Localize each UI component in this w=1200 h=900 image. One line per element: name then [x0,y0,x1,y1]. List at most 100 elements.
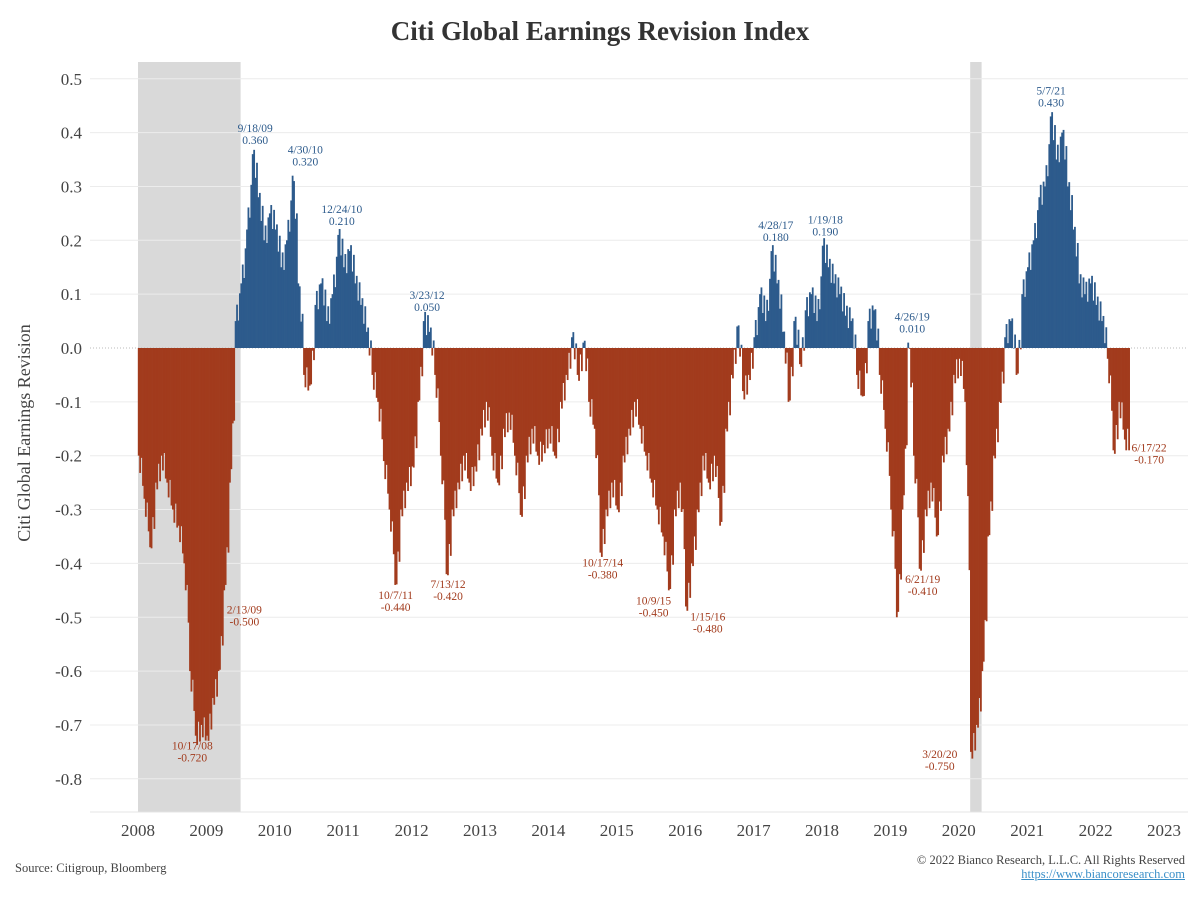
y-tick-label: -0.5 [55,608,82,627]
bar [791,348,794,377]
bar [220,348,223,637]
bar [315,290,318,348]
bar [209,348,211,714]
bar [831,263,834,348]
bar [248,217,251,348]
bar [830,282,833,348]
x-tick-label: 2012 [395,821,429,840]
bar [1108,348,1111,384]
bar [687,348,690,583]
bar [571,337,573,348]
bar [290,200,293,348]
bar [307,348,310,391]
bar [203,348,206,718]
annotation-date: 3/20/20 [922,749,957,761]
bar [707,348,710,483]
bar [851,318,854,348]
bar [801,337,804,348]
bar [276,224,278,348]
bar [836,297,838,348]
bar [841,311,844,348]
bar [432,340,435,348]
bar [1004,337,1007,348]
bar [642,348,645,427]
bar [647,348,650,454]
bar [847,328,850,348]
data-annotation: 7/13/12-0.420 [430,579,465,603]
bar [1128,348,1130,451]
bar [1011,318,1014,348]
x-tick-label: 2023 [1147,821,1181,840]
bar [1069,210,1072,348]
bar [979,348,982,712]
bar [498,348,501,486]
bar [747,348,750,375]
bar [246,229,248,348]
data-annotation: 2/13/09-0.500 [227,604,262,628]
bar [476,348,479,445]
bar [640,348,643,444]
annotation-date: 4/26/19 [895,312,930,324]
annotation-date: 12/24/10 [321,204,362,216]
bar [1093,282,1096,348]
bar [690,348,693,564]
bar [274,229,277,348]
bar [583,340,586,348]
bar [424,311,427,348]
bar [962,348,965,389]
bar [732,348,734,379]
data-annotation: 1/15/16-0.480 [690,611,725,635]
bar [206,348,209,736]
bar [924,348,927,510]
annotation-date: 6/21/19 [905,574,940,586]
x-tick-label: 2017 [737,821,772,840]
bar [381,348,384,440]
bar [553,348,556,456]
bar [920,348,922,571]
bar [1105,327,1108,348]
bar [1045,165,1048,348]
bar [932,348,935,489]
website-link[interactable]: https://www.biancoresearch.com [1021,867,1185,881]
bar [417,348,419,402]
bar [941,348,944,456]
bar [496,348,499,483]
y-tick-label: 0.1 [61,285,82,304]
bar [799,348,801,365]
bar [846,305,848,348]
bar [140,348,143,458]
bar [199,348,201,742]
bar [774,254,777,348]
y-tick-label: 0.5 [61,70,82,89]
bar [898,348,901,575]
bar [672,348,674,565]
bar [733,348,736,350]
bar [1022,279,1025,348]
bar [230,348,233,470]
bar [492,348,495,471]
x-tick-label: 2019 [873,821,907,840]
bar [219,348,221,670]
annotation-value: -0.410 [908,586,938,598]
bar [609,348,612,509]
bar [887,348,890,443]
bar [287,219,290,348]
bar [992,348,995,456]
bar [149,348,152,548]
bar [1065,146,1068,348]
bar [522,348,525,487]
bar [608,348,610,491]
bar [335,256,338,348]
bar [407,348,409,491]
bar [531,348,533,429]
bar [787,348,790,402]
bar [345,273,348,348]
bar [405,348,408,483]
bar [723,348,726,493]
y-tick-label: -0.7 [55,716,82,735]
bar [213,348,216,705]
bar [196,348,199,745]
bar [431,348,434,356]
bar [367,327,370,348]
bar [1035,238,1038,348]
